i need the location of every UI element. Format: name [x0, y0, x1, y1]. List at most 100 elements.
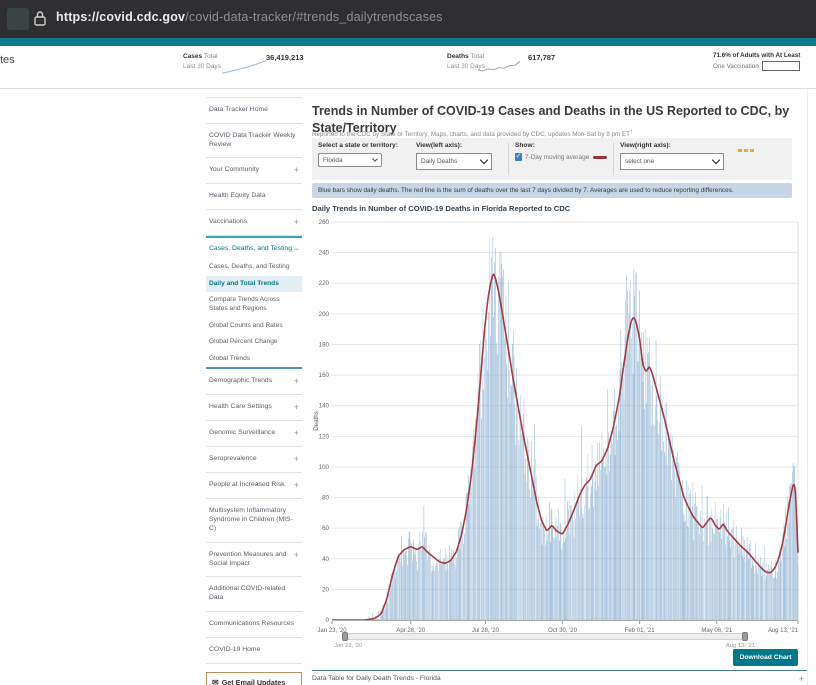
- email-signup-header: ✉ Get Email Updates: [212, 678, 296, 685]
- download-chart-button[interactable]: Download Chart: [733, 649, 798, 666]
- expand-icon: +: [294, 403, 299, 412]
- slider-handle-start[interactable]: [342, 632, 348, 641]
- sidebar-item-covid-data-tracker-weekly-review[interactable]: COVID Data Tracker Weekly Review: [206, 124, 302, 159]
- chevron-down-icon: [712, 156, 720, 164]
- sidebar-item-health-care-settings[interactable]: Health Care Settings +: [206, 395, 302, 421]
- sidebar-item-label: Multisystem Inflammatory Syndrome in Chi…: [209, 507, 299, 533]
- sidebar-item-people-at-increased-risk[interactable]: People at Increased Risk +: [206, 473, 302, 499]
- envelope-icon: ✉: [212, 678, 219, 685]
- moving-average-label: 7-Day moving average: [525, 154, 589, 161]
- cases-label: Cases: [183, 53, 202, 60]
- sidebar-item-label: People at Increased Risk: [209, 481, 285, 490]
- logo-fragment: tes: [0, 54, 15, 66]
- sidebar-item-your-community[interactable]: Your Community +: [206, 158, 302, 184]
- email-signup-title: Get Email Updates: [222, 678, 286, 685]
- sidebar-item-label: Health Care Settings: [209, 403, 272, 412]
- sidebar-item-communications-resources[interactable]: Communications Resources: [206, 612, 302, 638]
- daily-deaths-chart: [312, 215, 800, 635]
- state-select-label: Select a state or territory:: [318, 142, 404, 149]
- sidebar-item-label: Data Tracker Home: [209, 106, 268, 115]
- page-subtitle: Reported to the CDC by State or Territor…: [312, 129, 796, 138]
- cases-period: Last 30 Days: [183, 62, 221, 72]
- sidebar-item-label: Seroprevalence: [209, 455, 257, 464]
- site-accent-strip: [0, 38, 816, 46]
- lock-icon[interactable]: [32, 9, 48, 33]
- sidebar-item-cases-deaths-and-testing[interactable]: Cases, Deaths, and Testing: [206, 259, 302, 276]
- expand-icon: +: [294, 481, 299, 490]
- sidebar-item-health-equity-data[interactable]: Health Equity Data: [206, 184, 302, 210]
- sidebar-item-multisystem-inflammatory-syndrome-in-children-mis-c[interactable]: Multisystem Inflammatory Syndrome in Chi…: [206, 499, 302, 542]
- content-right-border: [807, 89, 808, 685]
- sidebar-item-label: Your Community: [209, 166, 259, 175]
- expand-icon: +: [294, 377, 299, 386]
- left-axis-select-value: Daily Deaths: [421, 158, 457, 165]
- chevron-down-icon: [372, 156, 378, 162]
- url-text[interactable]: https://covid.cdc.gov/covid-data-tracker…: [56, 10, 443, 24]
- sidebar-item-label: COVID Data Tracker Weekly Review: [209, 132, 299, 150]
- sidebar-group-cases-deaths-and-testing: Cases, Deaths, and Testing−Cases, Deaths…: [206, 236, 302, 369]
- sidebar-item-demographic-trends[interactable]: Demographic Trends +: [206, 369, 302, 395]
- data-table-label: Data Table for Daily Death Trends - Flor…: [312, 675, 441, 682]
- sidebar-item-additional-covid-related-data[interactable]: Additional COVID-related Data: [206, 577, 302, 612]
- sidebar-item-genomic-surveillance[interactable]: Genomic Surveillance +: [206, 421, 302, 447]
- slider-start-label: Jan 22, '20: [334, 643, 362, 649]
- sidebar-item-daily-and-total-trends[interactable]: Daily and Total Trends: [206, 276, 302, 293]
- avg-line-swatch: [593, 156, 607, 159]
- sidebar-item-label: Communications Resources: [209, 620, 294, 629]
- state-select-value: Florida: [323, 157, 343, 164]
- expand-icon: +: [294, 429, 299, 438]
- plus-icon: +: [799, 674, 804, 684]
- vaccination-line2: One Vaccination: [713, 63, 759, 70]
- slider-handle-end[interactable]: [742, 632, 748, 641]
- site-header: tes Cases Total Last 30 Days 36,419,213 …: [0, 46, 816, 89]
- slider-track[interactable]: [343, 633, 747, 640]
- sidebar-item-label: Additional COVID-related Data: [209, 585, 299, 603]
- right-axis-swatch: [738, 149, 756, 152]
- sidebar-item-global-percent-change[interactable]: Global Percent Change: [206, 334, 302, 351]
- sidebar-item-label: Genomic Surveillance: [209, 429, 275, 438]
- sidebar-item-compare-trends-across-states-and-regions[interactable]: Compare Trends Across States and Regions: [206, 292, 302, 317]
- right-axis-select-label: View(right axis):: [620, 142, 724, 149]
- sidebar-item-label: COVID-19 Home: [209, 646, 260, 655]
- vaccination-line1: 71.6% of Adults with At Least: [713, 52, 813, 59]
- sidebar-item-seroprevalence[interactable]: Seroprevalence +: [206, 447, 302, 473]
- deaths-sparkline: [478, 58, 520, 72]
- expand-icon: +: [294, 551, 299, 560]
- sidebar-item-label: Vaccinations: [209, 218, 247, 227]
- sidebar-item-label: Demographic Trends: [209, 377, 272, 386]
- sidebar-item-global-counts-and-rates[interactable]: Global Counts and Rates: [206, 318, 302, 335]
- right-axis-select[interactable]: select one: [620, 153, 724, 170]
- url-path: /covid-data-tracker/#trends_dailytrendsc…: [185, 10, 443, 24]
- page: https://covid.cdc.gov/covid-data-tracker…: [0, 0, 816, 685]
- info-banner: Blue bars show daily deaths. The red lin…: [312, 183, 792, 198]
- subtitle-footnote: †: [630, 129, 633, 134]
- sidebar-item-cases-deaths-and-testing[interactable]: Cases, Deaths, and Testing−: [206, 238, 302, 259]
- expand-icon: +: [294, 166, 299, 175]
- deaths-label: Deaths: [447, 53, 469, 60]
- sidebar-item-label: Cases, Deaths, and Testing: [209, 245, 292, 254]
- moving-average-checkbox[interactable]: ✓: [515, 153, 522, 161]
- chart-title: Daily Trends in Number of COVID-19 Death…: [312, 204, 570, 213]
- time-range-slider[interactable]: [343, 632, 747, 641]
- cases-label-suffix: Total: [204, 53, 218, 60]
- browser-address-bar[interactable]: https://covid.cdc.gov/covid-data-tracker…: [0, 0, 816, 38]
- sidebar: Data Tracker Home COVID Data Tracker Week…: [206, 97, 302, 685]
- cases-sparkline: [222, 60, 266, 74]
- sidebar-item-vaccinations[interactable]: Vaccinations +: [206, 210, 302, 236]
- vaccination-stat: 71.6% of Adults with At Least One Vaccin…: [713, 52, 813, 71]
- data-table-expander[interactable]: Data Table for Daily Death Trends - Flor…: [312, 670, 807, 682]
- deaths-total-value: 617,787: [528, 53, 555, 62]
- chart-area: [312, 215, 800, 635]
- sidebar-item-covid-19-home[interactable]: COVID-19 Home: [206, 638, 302, 664]
- sidebar-item-data-tracker-home[interactable]: Data Tracker Home: [206, 98, 302, 124]
- chevron-down-icon: [480, 156, 488, 164]
- sidebar-nav-list: Data Tracker Home COVID Data Tracker Week…: [206, 97, 302, 664]
- sidebar-item-global-trends[interactable]: Global Trends: [206, 351, 302, 368]
- left-axis-select[interactable]: Daily Deaths: [416, 153, 492, 170]
- expand-icon: +: [294, 455, 299, 464]
- vaccination-progress-bar: [762, 61, 800, 71]
- sidebar-item-prevention-measures-and-social-impact[interactable]: Prevention Measures and Social Impact+: [206, 543, 302, 578]
- state-select[interactable]: Florida: [318, 153, 382, 167]
- expand-icon: +: [294, 218, 299, 227]
- show-label: Show:: [515, 142, 607, 149]
